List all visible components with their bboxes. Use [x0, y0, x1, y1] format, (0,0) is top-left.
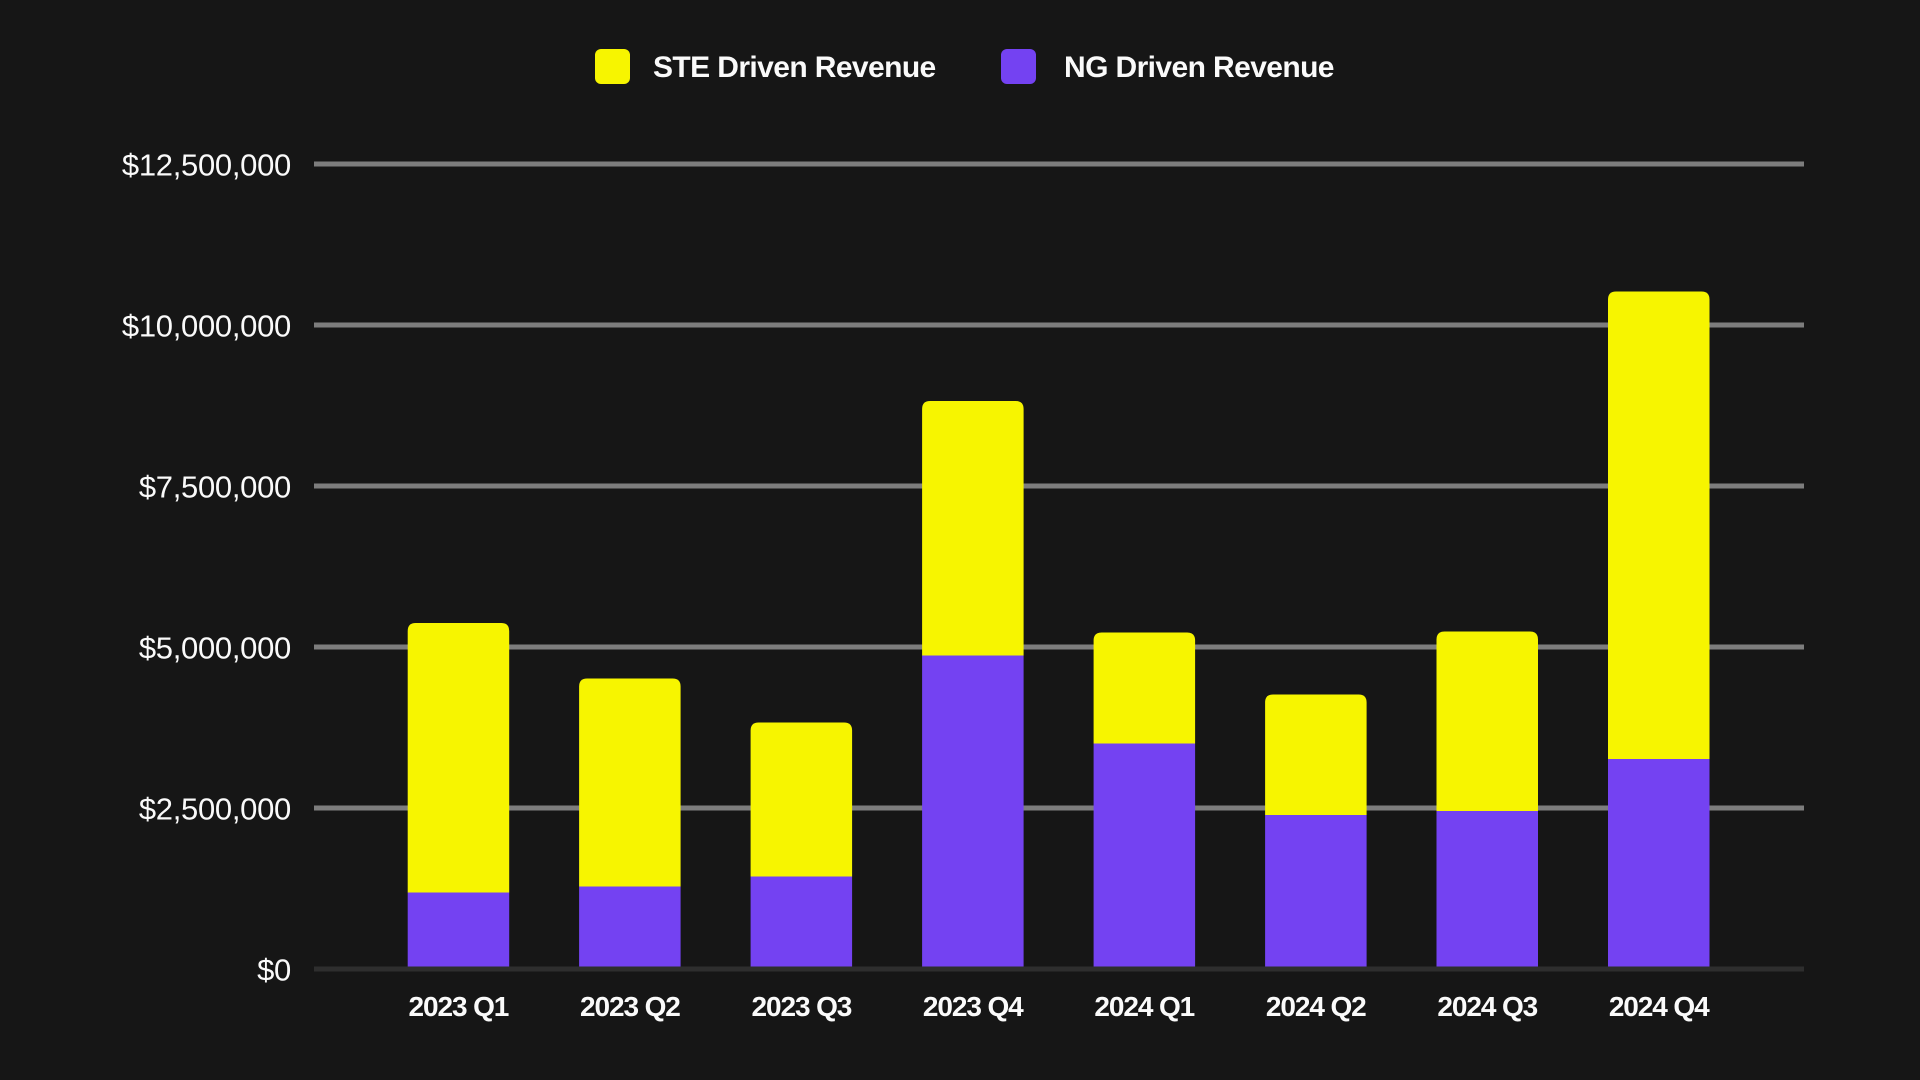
svg-text:2024 Q2: 2024 Q2 — [1266, 991, 1366, 1022]
svg-text:2023 Q1: 2023 Q1 — [409, 991, 509, 1022]
svg-text:$2,500,000: $2,500,000 — [139, 791, 291, 826]
svg-text:$5,000,000: $5,000,000 — [139, 630, 291, 665]
svg-text:2024 Q4: 2024 Q4 — [1609, 991, 1710, 1022]
svg-text:$10,000,000: $10,000,000 — [122, 308, 291, 343]
svg-text:2024 Q3: 2024 Q3 — [1437, 991, 1537, 1022]
svg-text:STE Driven Revenue: STE Driven Revenue — [653, 51, 936, 84]
svg-text:NG Driven Revenue: NG Driven Revenue — [1064, 51, 1334, 84]
svg-text:2023 Q2: 2023 Q2 — [580, 991, 680, 1022]
svg-text:2024 Q1: 2024 Q1 — [1094, 991, 1194, 1022]
svg-text:$0: $0 — [257, 952, 291, 987]
svg-text:2023 Q3: 2023 Q3 — [752, 991, 852, 1022]
svg-text:$12,500,000: $12,500,000 — [122, 147, 291, 182]
svg-text:$7,500,000: $7,500,000 — [139, 469, 291, 504]
svg-text:2023 Q4: 2023 Q4 — [923, 991, 1024, 1022]
